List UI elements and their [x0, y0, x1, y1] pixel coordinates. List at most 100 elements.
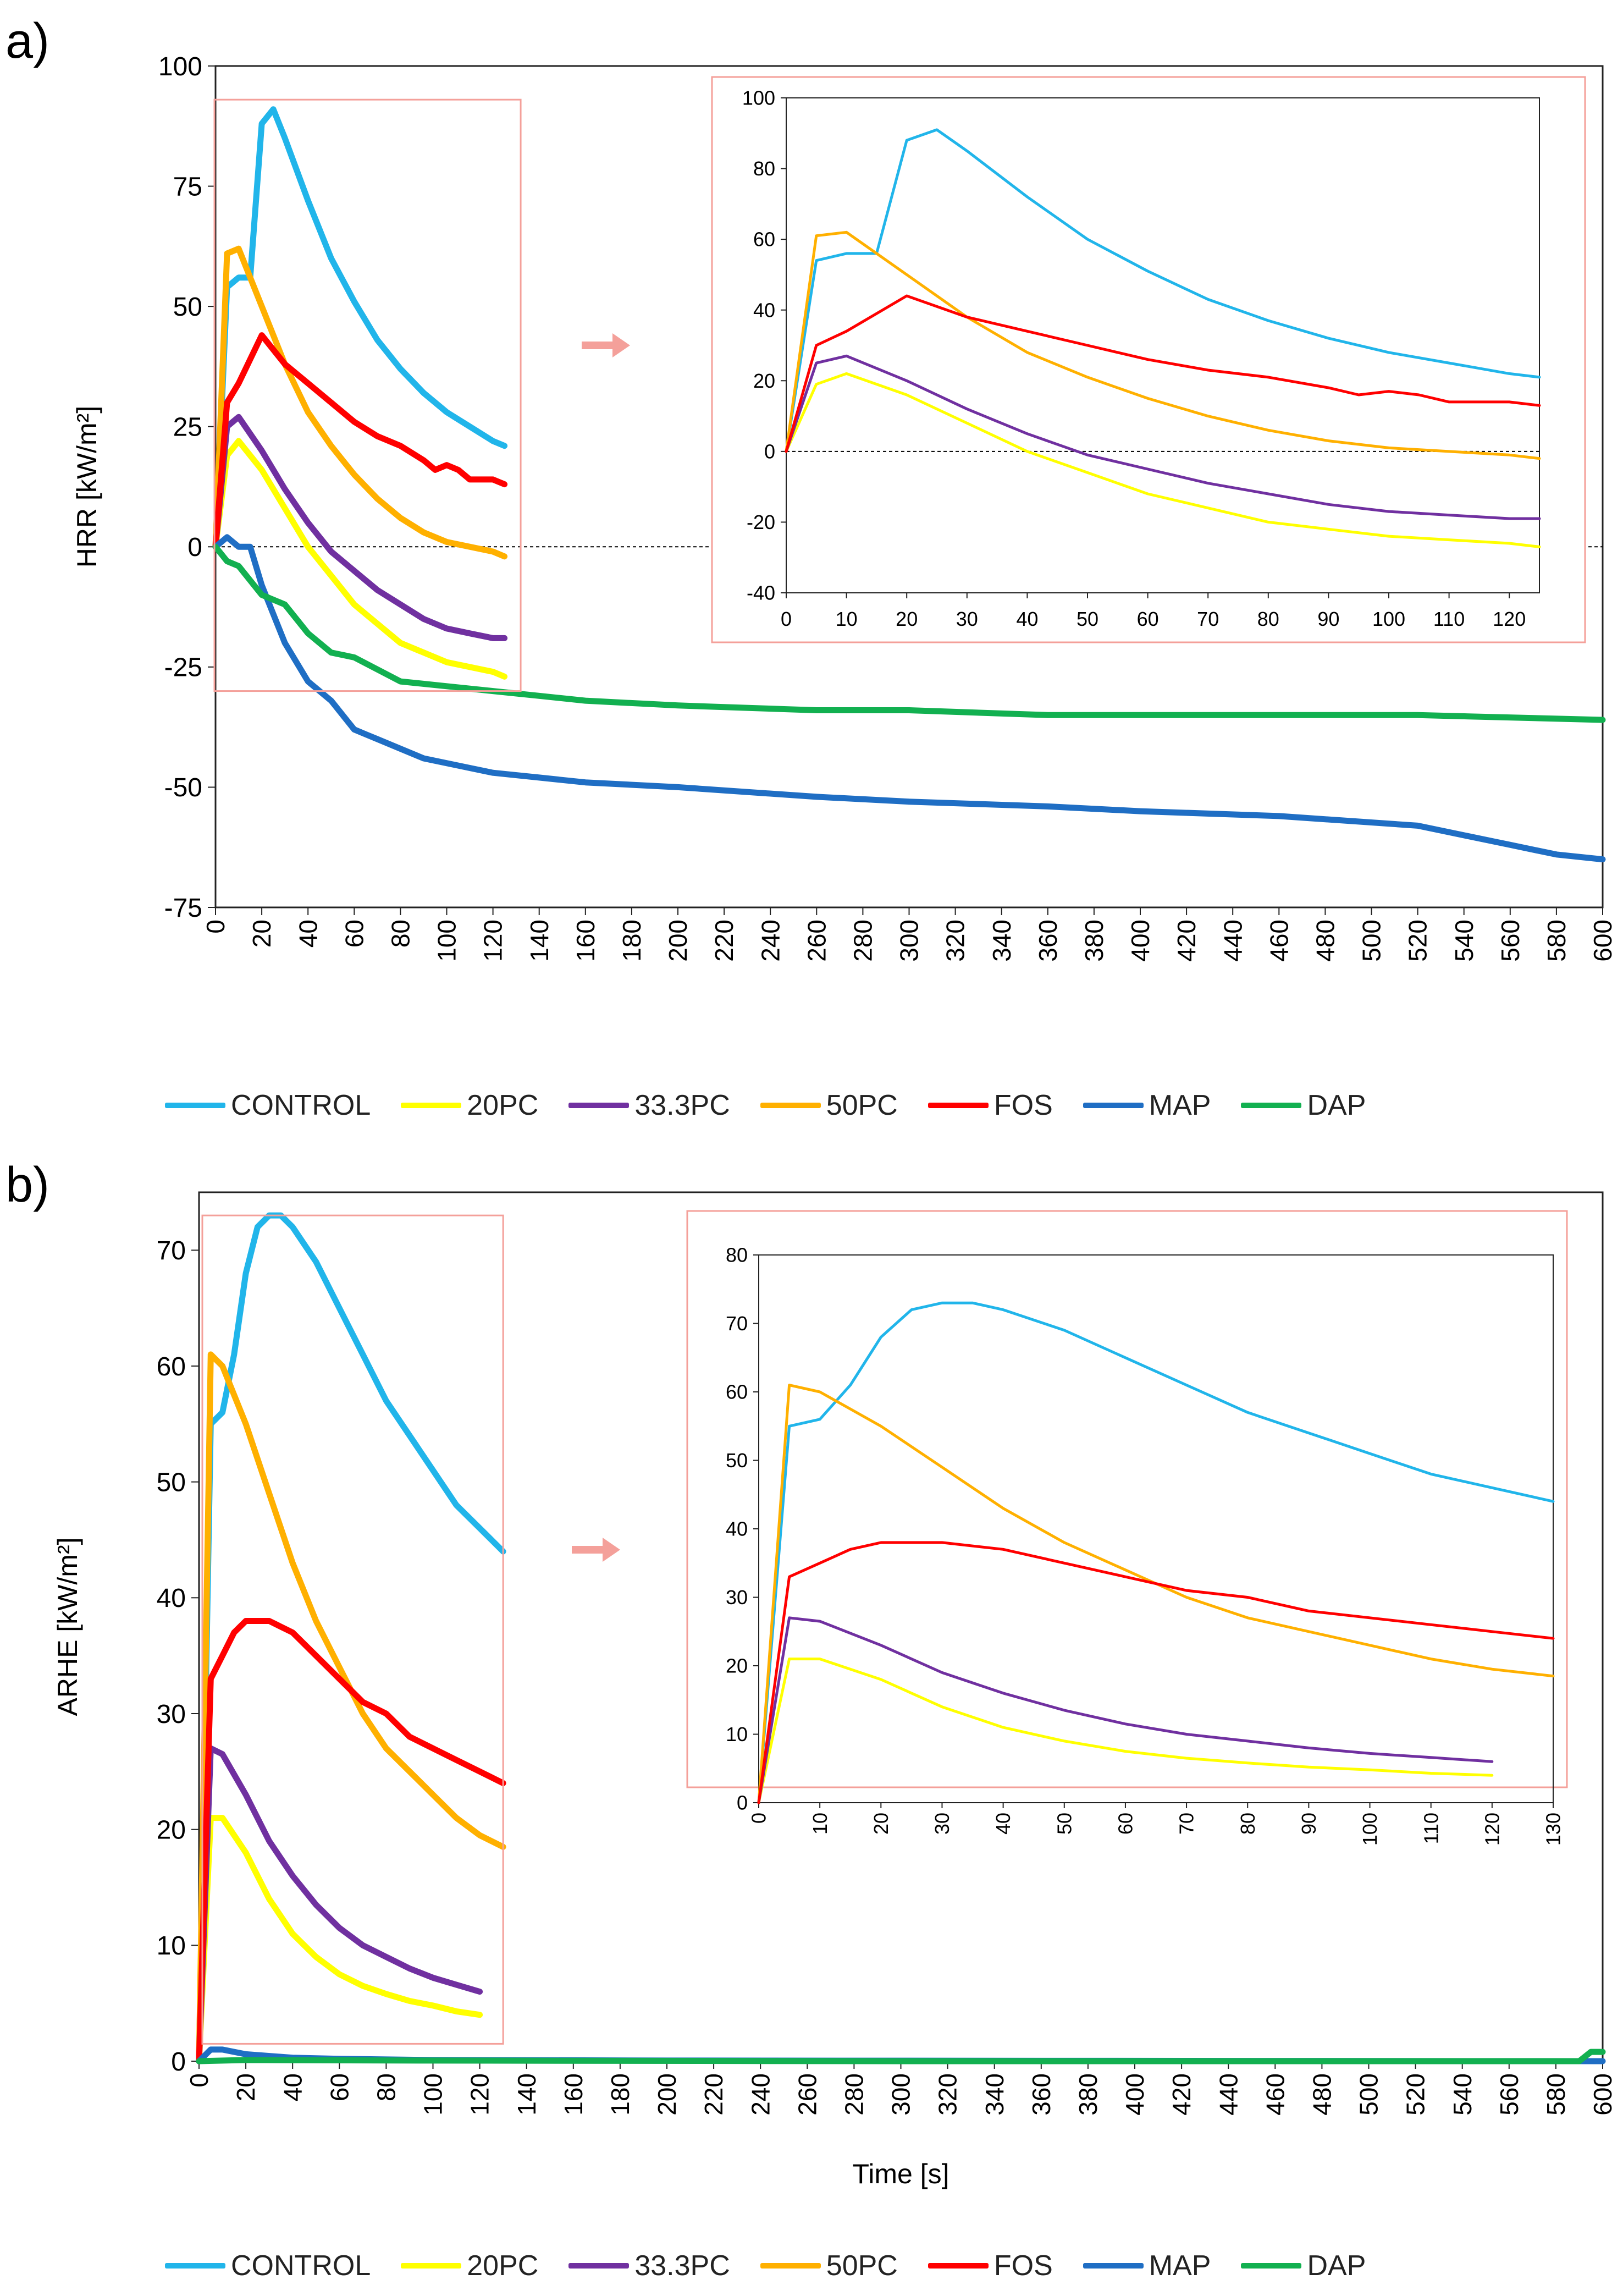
legend-item-map: MAP: [1083, 1089, 1211, 1122]
a_main-ytick-label: 25: [173, 413, 202, 442]
b-zoom-box: [201, 1214, 504, 2045]
b_main-xtick-label: 560: [1495, 2073, 1523, 2116]
a_inset-xtick-label: 30: [956, 608, 978, 630]
legend-item-fos: FOS: [928, 2249, 1053, 2282]
b_main-xtick-label: 20: [231, 2073, 260, 2101]
a_main-xtick-label: 220: [710, 919, 738, 962]
a_inset-ytick-label: 80: [753, 157, 775, 180]
legend-swatch-20pc: [401, 2263, 462, 2269]
b_main-xtick-label: 220: [699, 2073, 728, 2116]
b_inset-xtick-label: 0: [748, 1813, 770, 1824]
b_inset-series-50pc: [757, 1384, 1555, 1804]
b_main-xtick-label: 500: [1355, 2073, 1383, 2116]
b_main-series-dap: [196, 2049, 1606, 2064]
a_inset-xtick-label: 100: [1372, 608, 1405, 630]
a_main-ytick-label: 50: [173, 293, 202, 322]
b_inset-xtick-label: 30: [931, 1813, 953, 1835]
legend-swatch-control: [165, 1103, 225, 1108]
b_inset-ytick-label: 20: [726, 1655, 748, 1677]
b_inset-xtick-label: 130: [1542, 1813, 1565, 1846]
b_main-xtick-label: 0: [185, 2073, 213, 2088]
legend-label-fos: FOS: [993, 2250, 1053, 2282]
legend-item-dap: DAP: [1241, 1089, 1366, 1122]
b_main-xtick-label: 600: [1588, 2073, 1617, 2116]
legend-swatch-fos: [928, 1103, 989, 1108]
a_main-xtick-label: 260: [802, 919, 831, 962]
a_inset-xtick-label: 70: [1197, 608, 1219, 630]
a_main-xtick-label: 420: [1172, 919, 1201, 962]
a_main-xtick-label: 320: [941, 919, 970, 962]
a_inset-plot-frame: [786, 97, 1540, 593]
b_main-xtick-label: 100: [419, 2073, 448, 2116]
b_main-xtick-label: 360: [1027, 2073, 1056, 2116]
a_main-series-33-3pc: [212, 414, 508, 641]
b_inset-xtick-label: 110: [1420, 1813, 1442, 1844]
a_main-xtick-label: 480: [1311, 919, 1340, 962]
b_main-series-fos: [196, 1618, 506, 2064]
a_main-xtick-label: 580: [1542, 919, 1571, 962]
legend-label-fos: FOS: [993, 1089, 1053, 1121]
b_inset-ytick-label: 50: [726, 1449, 748, 1472]
a_inset-xtick-label: 120: [1493, 608, 1526, 630]
a_main-ytick-label: 0: [187, 533, 202, 562]
b_inset-ytick-label: 40: [726, 1518, 748, 1540]
legend-swatch-50pc: [760, 2263, 821, 2269]
legend-swatch-50pc: [760, 1103, 821, 1108]
a_main-xtick-label: 380: [1080, 919, 1108, 962]
a_main-xtick-label: 60: [340, 919, 368, 948]
b-inset-border: [686, 1210, 1568, 1788]
b_main-xtick-label: 460: [1261, 2073, 1289, 2116]
a_inset-ytick-label: 40: [753, 299, 775, 321]
a_main-series-map: [212, 534, 1606, 863]
a_main-xtick-label: 20: [247, 919, 276, 948]
b_main-xtick-label: 440: [1214, 2073, 1243, 2116]
legend-swatch-fos: [928, 2263, 989, 2269]
legend-swatch-33-3pc: [568, 2263, 630, 2269]
a_main-xtick-label: 280: [849, 919, 877, 962]
b_main-xtick-label: 580: [1542, 2073, 1570, 2116]
b_main-ytick-label: 30: [157, 1700, 186, 1729]
legend-swatch-dap: [1241, 2263, 1302, 2269]
a_main-xtick-label: 400: [1126, 919, 1155, 962]
a_main-ytick-label: -75: [164, 894, 202, 923]
b_inset-xtick-label: 50: [1053, 1813, 1075, 1835]
legend-label-map: MAP: [1149, 2250, 1211, 2282]
b-zoom-arrow-head: [603, 1538, 620, 1562]
a_main-series-fos: [212, 332, 508, 550]
a_main-xtick-label: 160: [571, 919, 600, 962]
a_main-xtick-label: 520: [1404, 919, 1432, 962]
b_main-xtick-label: 80: [372, 2073, 401, 2101]
b_inset-ytick-label: 10: [726, 1723, 748, 1746]
legend-label-map: MAP: [1149, 1089, 1211, 1121]
b_main-ytick-label: 40: [157, 1584, 186, 1613]
chart-b-inset: 0 10 20 30 40 50 60 70 80 0 10 20 30 40 50 60 70 80 90 100 1…: [686, 1210, 1568, 1846]
a_inset-ytick-label: -40: [747, 582, 775, 604]
b_main-xtick-label: 480: [1308, 2073, 1337, 2116]
b_main-xtick-label: 120: [466, 2073, 494, 2116]
b_main-xtick-label: 420: [1167, 2073, 1196, 2116]
b_inset-xtick-label: 60: [1114, 1813, 1137, 1835]
b_main-xtick-label: 380: [1074, 2073, 1102, 2116]
b_inset-xtick-label: 120: [1481, 1813, 1503, 1846]
a_inset-ytick-label: 100: [742, 87, 775, 109]
a_inset-xtick-label: 20: [896, 608, 918, 630]
a_main-xtick-label: 200: [664, 919, 692, 962]
a_main-xtick-label: 300: [895, 919, 924, 962]
b_inset-xtick-label: 70: [1175, 1813, 1198, 1835]
legend-label-20pc: 20PC: [467, 1089, 539, 1121]
a_main-xtick-label: 40: [294, 919, 322, 948]
a_main-xtick-label: 500: [1357, 919, 1386, 962]
a_inset-xtick-label: 60: [1137, 608, 1159, 630]
legend-swatch-control: [165, 2263, 225, 2269]
b_inset-ytick-label: 30: [726, 1586, 748, 1609]
legend-swatch-20pc: [401, 1103, 462, 1108]
legend-label-dap: DAP: [1307, 1089, 1366, 1121]
a_inset-ytick-label: 20: [753, 370, 775, 392]
b_main-xtick-label: 300: [887, 2073, 915, 2116]
b_inset-xtick-label: 80: [1236, 1813, 1259, 1835]
b_inset-ytick-label: 60: [726, 1381, 748, 1403]
b_inset-xtick-label: 90: [1298, 1813, 1320, 1835]
a_main-xtick-label: 100: [433, 919, 461, 962]
a_inset-series-control: [785, 128, 1541, 453]
